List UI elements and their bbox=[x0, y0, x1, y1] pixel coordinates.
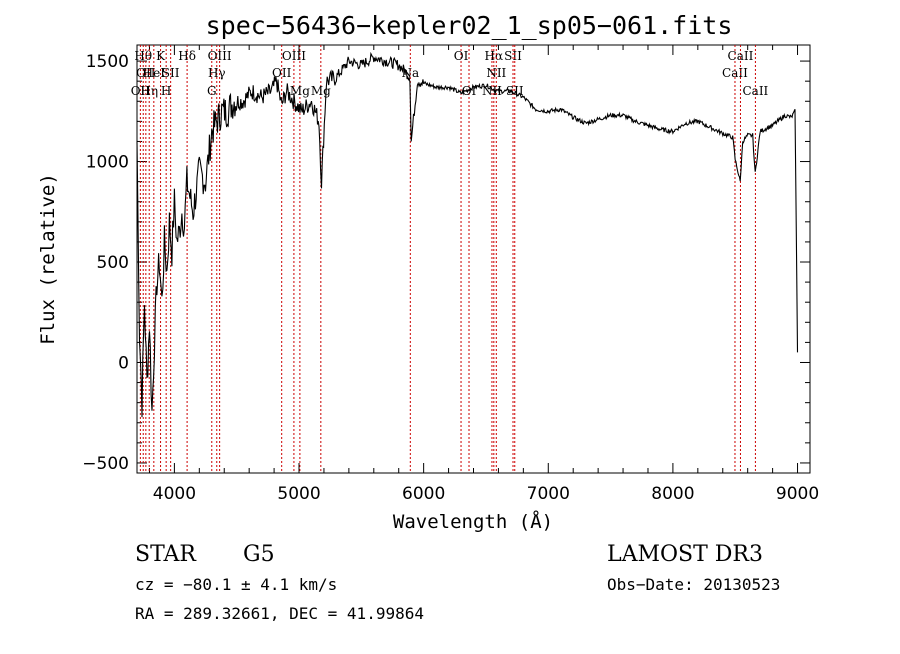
x-tick-label: 9000 bbox=[776, 484, 819, 504]
spectral-line-label: OII bbox=[272, 66, 292, 80]
survey-name: LAMOST DR3 bbox=[607, 542, 763, 567]
spectral-line-label: OIII bbox=[208, 49, 232, 63]
axis-ticks: 4000 5000 6000 7000 8000 9000 −500 0 500 1000 1500 bbox=[82, 45, 819, 504]
spectral-line-label: Hγ bbox=[208, 66, 226, 80]
y-tick-label: 0 bbox=[118, 353, 129, 373]
x-tick-label: 6000 bbox=[402, 484, 445, 504]
x-tick-label: 5000 bbox=[277, 484, 320, 504]
spectral-line-label: G bbox=[207, 84, 217, 98]
x-tick-label: 7000 bbox=[527, 484, 570, 504]
spectral-line-label: HeI bbox=[143, 66, 166, 80]
object-subclass: G5 bbox=[243, 542, 275, 567]
object-class: STAR bbox=[135, 542, 197, 567]
spectral-line-label: Mg bbox=[311, 84, 331, 98]
y-tick-label: 500 bbox=[97, 253, 129, 273]
spectral-line-label: Hθ bbox=[134, 49, 152, 63]
spectral-line-label: H bbox=[161, 84, 171, 98]
spectral-line-label: CaII bbox=[722, 66, 748, 80]
x-axis-label: Wavelength (Å) bbox=[393, 510, 553, 533]
chart-title: spec−56436−kepler02_1_sp05−061.fits bbox=[206, 11, 733, 40]
spectral-line-label: Hδ bbox=[178, 49, 196, 63]
x-tick-label: 8000 bbox=[651, 484, 694, 504]
observation-date: Obs−Date: 20130523 bbox=[607, 575, 780, 594]
spectral-line-label: Hα bbox=[485, 49, 504, 63]
spectral-line-label: OIII bbox=[282, 49, 306, 63]
spectral-line-label: SII bbox=[504, 49, 522, 63]
sky-coordinates: RA = 289.32661, DEC = 41.99864 bbox=[135, 604, 424, 623]
redshift-velocity: cz = −80.1 ± 4.1 km/s bbox=[135, 575, 337, 594]
spectral-line-label: OI bbox=[454, 49, 469, 63]
y-tick-label: 1500 bbox=[86, 52, 129, 72]
spectral-line-label: OII bbox=[136, 66, 156, 80]
spectral-line-label: NII bbox=[482, 84, 502, 98]
y-tick-label: −500 bbox=[82, 454, 129, 474]
spectral-line-label: SII bbox=[162, 66, 180, 80]
spectral-line-label: NII bbox=[486, 66, 506, 80]
spectral-line-label: Mg bbox=[290, 84, 310, 98]
y-tick-label: 1000 bbox=[86, 153, 129, 173]
spectral-line-label: Hη bbox=[140, 84, 158, 98]
y-axis-label: Flux (relative) bbox=[37, 173, 59, 345]
plot-frame bbox=[136, 44, 811, 474]
x-tick-label: 4000 bbox=[153, 484, 196, 504]
flux-series-line bbox=[136, 51, 799, 418]
spectral-line-label: CaII bbox=[742, 84, 768, 98]
spectral-line-label: CaII bbox=[728, 49, 754, 63]
spectral-line-label: K bbox=[156, 49, 166, 63]
